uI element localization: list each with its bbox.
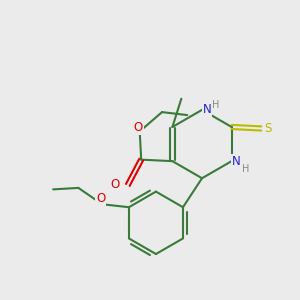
Text: O: O xyxy=(96,192,105,206)
Text: H: H xyxy=(242,164,249,174)
Text: H: H xyxy=(212,100,220,110)
Text: N: N xyxy=(232,154,241,168)
Text: O: O xyxy=(134,122,143,134)
Text: O: O xyxy=(110,178,119,191)
Text: S: S xyxy=(264,122,272,135)
Text: N: N xyxy=(202,103,211,116)
